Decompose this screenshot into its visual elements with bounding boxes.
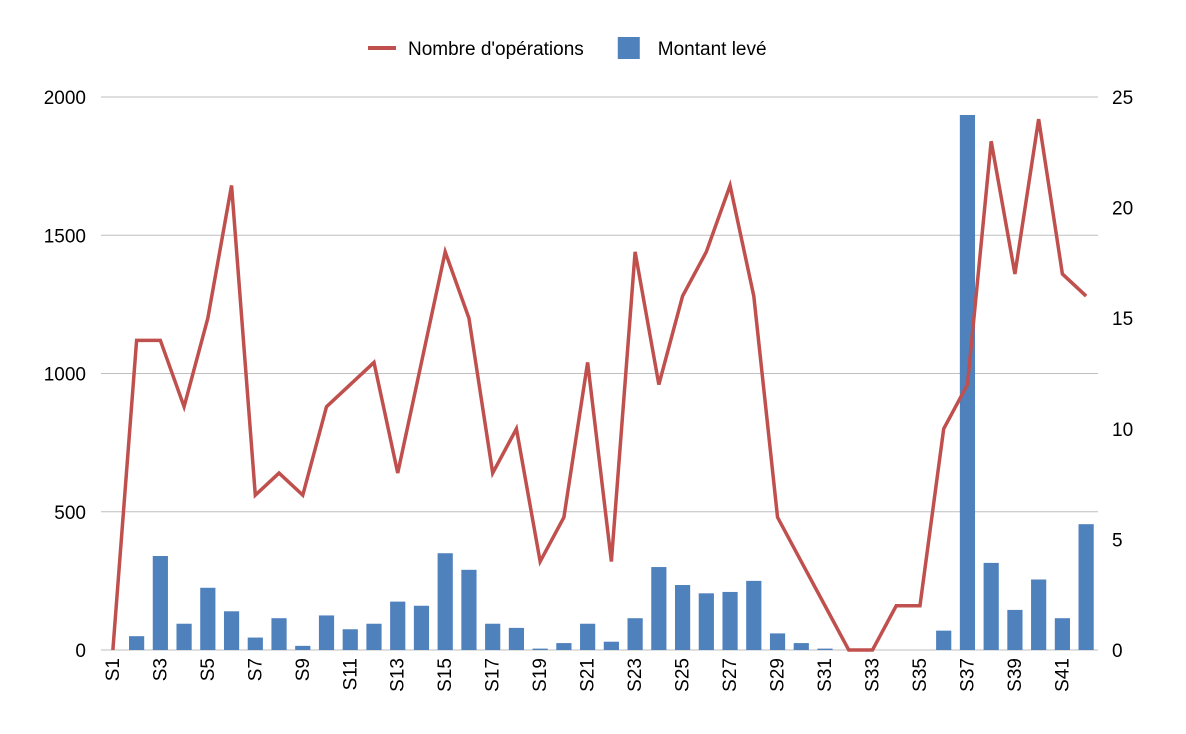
x-tick-label: S11: [340, 658, 361, 690]
right-tick-label: 20: [1112, 199, 1133, 220]
right-tick-label: 10: [1112, 420, 1133, 441]
legend-item: Nombre d'opérations: [368, 39, 584, 60]
bar: [674, 585, 691, 650]
bar: [817, 648, 833, 650]
x-tick-label: S25: [673, 658, 694, 692]
x-tick-label: S1: [103, 658, 124, 681]
legend-item: Montant levé: [617, 37, 767, 60]
x-tick-label: S35: [910, 658, 931, 692]
bar: [366, 623, 382, 650]
bar: [793, 643, 809, 650]
bar: [722, 591, 738, 650]
x-tick-label: S21: [578, 658, 599, 692]
left-tick-label: 0: [75, 641, 86, 662]
right-tick-label: 15: [1112, 309, 1133, 330]
bar: [580, 623, 596, 650]
right-tick-label: 25: [1112, 88, 1133, 109]
bar: [247, 637, 263, 650]
x-tick-label: S39: [1005, 658, 1026, 692]
x-tick-label: S31: [815, 658, 836, 692]
bar: [698, 593, 714, 650]
bar: [129, 636, 145, 650]
right-tick-label: 5: [1112, 530, 1123, 551]
bar: [223, 611, 240, 650]
line-series-nombre-operations: [111, 118, 1088, 652]
bar: [200, 587, 216, 650]
x-tick-label: S37: [957, 658, 978, 692]
bar-series-montant-leve: [129, 114, 1094, 650]
x-tick-label: S41: [1052, 658, 1073, 692]
left-tick-label: 2000: [44, 88, 86, 109]
bar: [769, 633, 786, 650]
bar: [176, 623, 192, 650]
left-tick-label: 1000: [44, 365, 86, 386]
left-y-axis: 0 500 1000 1500 2000: [44, 88, 86, 662]
bar: [508, 627, 525, 650]
left-tick-label: 500: [54, 503, 86, 524]
x-tick-label: S23: [625, 658, 646, 692]
bar: [342, 629, 358, 650]
bar: [936, 630, 952, 650]
x-tick-label: S3: [150, 658, 171, 681]
bar: [603, 641, 619, 650]
right-tick-label: 0: [1112, 641, 1123, 662]
bar: [271, 618, 287, 650]
legend-label: Nombre d'opérations: [408, 39, 584, 60]
bar: [413, 605, 430, 650]
bar: [983, 562, 999, 650]
right-y-axis: 0 5 10 15 20 25: [1112, 88, 1133, 662]
bar: [318, 615, 335, 650]
bar: [556, 643, 572, 650]
grid-lines: [101, 96, 1098, 651]
x-axis: S1 S3 S5 S7 S9 S11 S13 S15 S17 S19 S21 S23 S25 S27 S29…: [103, 658, 1074, 692]
bar: [1054, 618, 1070, 650]
bar: [152, 555, 168, 650]
series-line: [111, 118, 1088, 652]
bar: [390, 601, 406, 650]
bar: [627, 618, 643, 650]
x-tick-label: S15: [435, 658, 456, 692]
bar: [532, 648, 548, 650]
x-tick-label: S17: [483, 658, 504, 692]
x-tick-label: S13: [388, 658, 409, 692]
bar: [1078, 524, 1094, 650]
x-tick-label: S33: [862, 658, 883, 692]
bar: [1007, 609, 1023, 650]
bar: [295, 645, 311, 650]
legend-label: Montant levé: [658, 39, 767, 60]
x-tick-label: S5: [198, 658, 219, 681]
x-tick-label: S27: [720, 658, 741, 692]
bar: [746, 580, 762, 650]
chart-legend: Nombre d'opérations Montant levé: [368, 37, 767, 60]
bar: [651, 567, 667, 650]
x-tick-label: S9: [293, 658, 314, 681]
x-tick-label: S29: [768, 658, 789, 692]
bar: [485, 623, 501, 650]
bar: [461, 569, 477, 650]
bar: [1031, 579, 1047, 650]
bar: [437, 553, 453, 650]
x-tick-label: S7: [245, 658, 266, 681]
x-tick-label: S19: [530, 658, 551, 692]
legend-square-swatch: [617, 37, 640, 59]
left-tick-label: 1500: [44, 226, 86, 247]
